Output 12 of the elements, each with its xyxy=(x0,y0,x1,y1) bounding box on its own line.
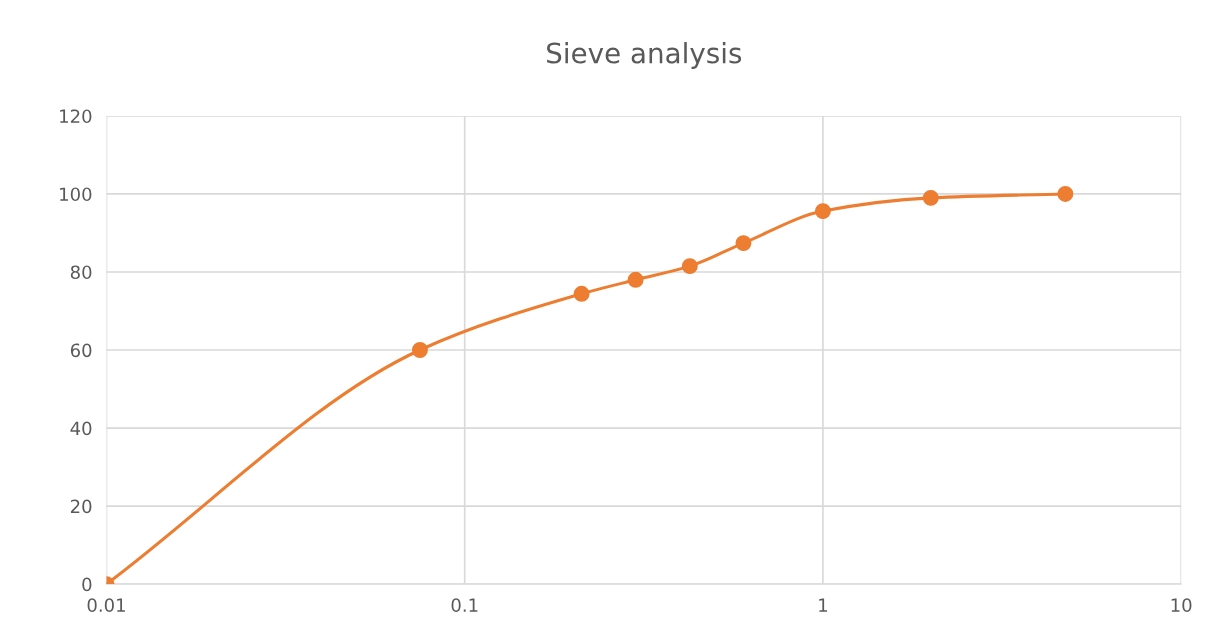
x-tick-label: 1 xyxy=(819,598,828,612)
x-tick-label: 10 xyxy=(1171,598,1192,612)
y-tick-label: 0 xyxy=(82,577,92,592)
y-tick-label: 80 xyxy=(70,265,92,280)
y-tick-label: 20 xyxy=(70,499,92,514)
chart-title: Sieve analysis xyxy=(547,42,742,69)
y-tick-label: 40 xyxy=(70,421,92,436)
x-tick-label: 0.1 xyxy=(451,598,478,612)
y-tick-label: 60 xyxy=(70,343,92,358)
y-tick-label: 120 xyxy=(60,109,92,124)
y-tick-label: 100 xyxy=(60,187,92,202)
x-tick-label: 0.01 xyxy=(87,598,125,612)
